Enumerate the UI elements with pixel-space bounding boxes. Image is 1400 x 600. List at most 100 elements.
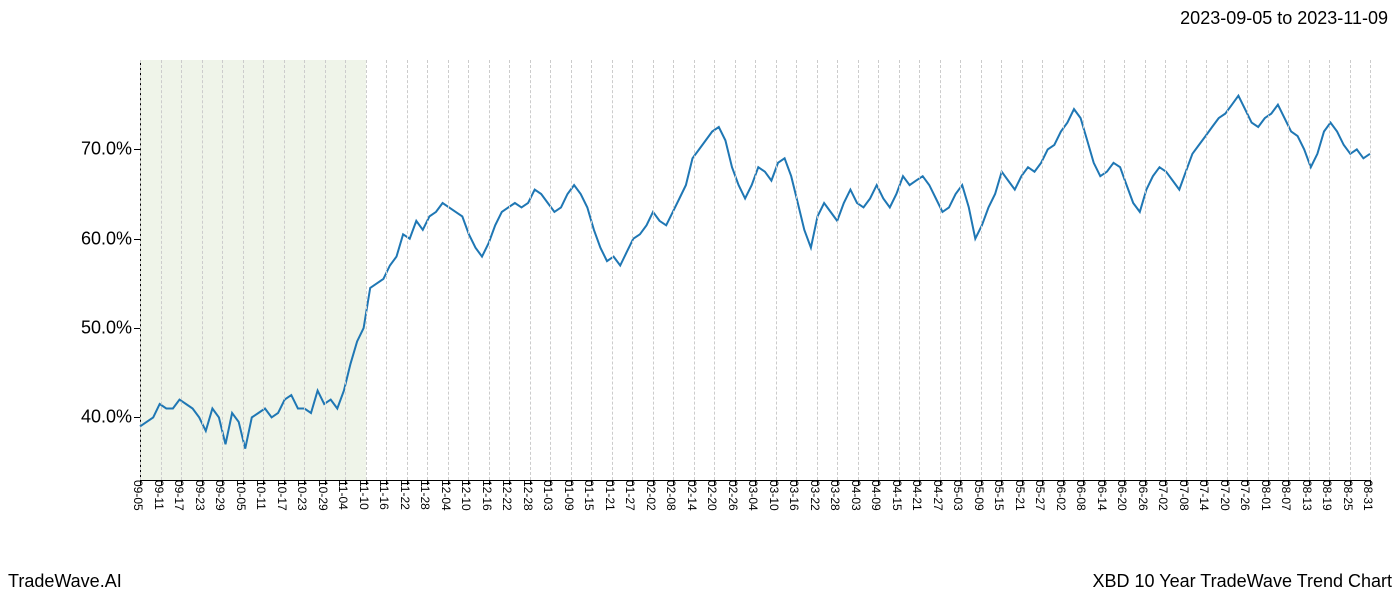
x-axis-label: 08-01 [1259, 480, 1277, 511]
y-axis-label: 70.0% [81, 139, 140, 160]
x-axis-label: 08-07 [1279, 480, 1297, 511]
gridline-vertical [837, 60, 838, 480]
gridline-vertical [612, 60, 613, 480]
gridline-vertical [1227, 60, 1228, 480]
gridline-vertical [345, 60, 346, 480]
x-axis-label: 12-22 [500, 480, 518, 511]
gridline-vertical [161, 60, 162, 480]
x-axis-label: 11-16 [377, 480, 395, 510]
gridline-vertical [1370, 60, 1371, 480]
gridline-vertical [673, 60, 674, 480]
gridline-vertical [181, 60, 182, 480]
gridline-vertical [1083, 60, 1084, 480]
x-axis-label: 05-27 [1033, 480, 1051, 511]
gridline-vertical [1329, 60, 1330, 480]
x-axis-label: 03-28 [828, 480, 846, 511]
footer-title: XBD 10 Year TradeWave Trend Chart [1093, 571, 1393, 592]
x-axis-label: 05-15 [992, 480, 1010, 511]
y-tick [134, 239, 140, 240]
x-axis-label: 04-15 [890, 480, 908, 511]
gridline-vertical [1350, 60, 1351, 480]
x-axis-label: 01-27 [623, 480, 641, 511]
y-tick [134, 417, 140, 418]
gridline-vertical [878, 60, 879, 480]
chart-plot-area: 09-0509-1109-1709-2309-2910-0510-1110-17… [140, 60, 1370, 480]
gridline-vertical [325, 60, 326, 480]
gridline-vertical [530, 60, 531, 480]
gridline-vertical [304, 60, 305, 480]
date-range-label: 2023-09-05 to 2023-11-09 [1180, 8, 1388, 29]
chart-container: 2023-09-05 to 2023-11-09 09-0509-1109-17… [0, 0, 1400, 600]
gridline-vertical [591, 60, 592, 480]
y-axis-label: 50.0% [81, 318, 140, 339]
y-tick [134, 328, 140, 329]
gridline-vertical [796, 60, 797, 480]
x-axis-label: 02-20 [705, 480, 723, 511]
x-axis-label: 10-23 [295, 480, 313, 511]
x-axis-label: 01-03 [541, 480, 559, 511]
gridline-vertical [1247, 60, 1248, 480]
gridline-vertical [571, 60, 572, 480]
y-tick [134, 149, 140, 150]
x-axis-label: 08-19 [1320, 480, 1338, 511]
x-axis-label: 07-14 [1197, 480, 1215, 511]
gridline-vertical [489, 60, 490, 480]
gridline-vertical [632, 60, 633, 480]
x-axis-label: 10-29 [316, 480, 334, 511]
x-axis-label: 03-16 [787, 480, 805, 511]
x-axis-label: 04-27 [931, 480, 949, 511]
gridline-vertical [735, 60, 736, 480]
gridline-vertical [1063, 60, 1064, 480]
gridline-vertical [755, 60, 756, 480]
x-axis-label: 05-09 [972, 480, 990, 511]
x-axis-label: 07-20 [1218, 480, 1236, 511]
gridline-vertical [366, 60, 367, 480]
x-axis-label: 01-21 [603, 480, 621, 511]
x-axis-label: 11-10 [357, 480, 375, 510]
gridline-vertical [284, 60, 285, 480]
x-axis-label: 12-16 [480, 480, 498, 511]
x-axis-label: 11-28 [418, 480, 436, 510]
gridline-vertical [1309, 60, 1310, 480]
gridline-vertical [1206, 60, 1207, 480]
footer-brand: TradeWave.AI [8, 571, 122, 592]
gridline-vertical [653, 60, 654, 480]
gridline-vertical [550, 60, 551, 480]
gridline-vertical [468, 60, 469, 480]
x-axis-label: 06-14 [1095, 480, 1113, 511]
gridline-vertical [919, 60, 920, 480]
x-axis-label: 09-05 [131, 480, 149, 511]
gridline-vertical [940, 60, 941, 480]
x-axis-label: 09-11 [152, 480, 170, 510]
gridline-vertical [1288, 60, 1289, 480]
x-axis-label: 03-04 [746, 480, 764, 511]
x-axis-label: 07-26 [1238, 480, 1256, 511]
x-axis-label: 06-20 [1115, 480, 1133, 511]
x-axis-label: 02-08 [664, 480, 682, 511]
gridline-vertical [263, 60, 264, 480]
x-axis-label: 04-03 [849, 480, 867, 511]
gridline-vertical [776, 60, 777, 480]
gridline-vertical [243, 60, 244, 480]
x-axis-label: 06-08 [1074, 480, 1092, 511]
x-axis-label: 04-21 [910, 480, 928, 511]
y-axis-label: 40.0% [81, 407, 140, 428]
x-axis-label: 04-09 [869, 480, 887, 511]
gridline-vertical [202, 60, 203, 480]
gridline-vertical [981, 60, 982, 480]
gridline-vertical [509, 60, 510, 480]
x-axis-label: 03-22 [808, 480, 826, 511]
y-axis-label: 60.0% [81, 228, 140, 249]
x-axis-label: 08-25 [1341, 480, 1359, 511]
gridline-vertical [1001, 60, 1002, 480]
gridline-vertical [1268, 60, 1269, 480]
gridline-vertical [1042, 60, 1043, 480]
gridline-vertical [448, 60, 449, 480]
gridline-vertical [899, 60, 900, 480]
x-axis-label: 02-02 [644, 480, 662, 511]
gridline-vertical [427, 60, 428, 480]
x-axis-label: 03-10 [767, 480, 785, 511]
gridline-vertical [1104, 60, 1105, 480]
x-axis-label: 11-04 [336, 480, 354, 510]
x-axis-label: 08-31 [1361, 480, 1379, 511]
